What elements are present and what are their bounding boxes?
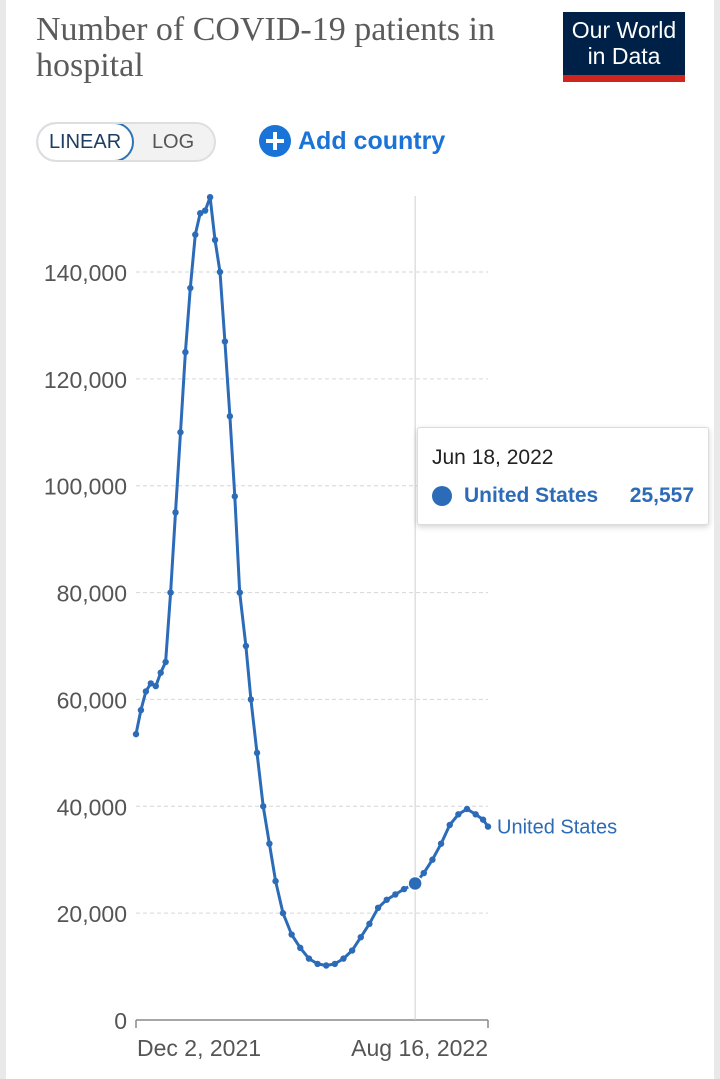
- data-point: [206, 194, 214, 201]
- y-tick-label: 20,000: [57, 901, 127, 927]
- tooltip-series-dot: [432, 486, 452, 506]
- data-point: [197, 210, 204, 217]
- tooltip-series-name: United States: [464, 484, 599, 507]
- data-point: [429, 856, 436, 863]
- data-point: [216, 268, 224, 276]
- data-point: [157, 669, 164, 676]
- series-end-label: United States: [497, 817, 617, 839]
- frame-left-border: [0, 0, 6, 1079]
- logo-line-1: Our World: [571, 17, 677, 43]
- series-line-united-states: [134, 195, 490, 967]
- data-point: [472, 811, 479, 818]
- add-country-label: Add country: [298, 126, 446, 155]
- linear-scale-button[interactable]: LINEAR: [38, 124, 135, 160]
- data-point: [348, 947, 356, 954]
- data-point: [400, 885, 408, 893]
- add-country-button[interactable]: Add country: [259, 122, 445, 160]
- x-tick-label: Dec 2, 2021: [137, 1035, 261, 1061]
- data-point: [266, 840, 273, 847]
- data-point: [392, 891, 399, 898]
- data-point: [260, 803, 267, 810]
- plus-circle-icon: [259, 125, 291, 157]
- data-point: [314, 960, 321, 968]
- data-point: [167, 589, 174, 596]
- data-point: [340, 955, 347, 962]
- tooltip-date: Jun 18, 2022: [432, 446, 554, 469]
- scale-toggle: LINEAR LOG: [36, 122, 216, 162]
- log-scale-button[interactable]: LOG: [151, 130, 195, 153]
- data-point: [152, 682, 159, 690]
- y-tick-label: 100,000: [44, 474, 127, 500]
- data-point: [455, 811, 462, 818]
- data-point: [484, 823, 492, 830]
- data-point: [192, 231, 199, 238]
- chart-title: Number of COVID-19 patients in hospital: [36, 11, 495, 84]
- data-point: [142, 688, 150, 695]
- data-point: [253, 749, 261, 757]
- y-tick-label: 60,000: [57, 687, 127, 713]
- data-point: [172, 509, 179, 516]
- data-point: [177, 429, 184, 436]
- data-point: [420, 869, 427, 877]
- data-point: [187, 284, 194, 292]
- frame-right-border: [714, 0, 720, 1079]
- tooltip: Jun 18, 2022 United States 25,557: [417, 427, 709, 525]
- data-point: [323, 962, 330, 969]
- y-tick-label: 0: [114, 1008, 127, 1034]
- tooltip-value: 25,557: [629, 484, 694, 507]
- data-point: [272, 877, 279, 885]
- data-point: [357, 933, 364, 941]
- data-point: [331, 960, 339, 968]
- data-point: [221, 338, 229, 345]
- data-point: [288, 931, 295, 938]
- y-tick-label: 140,000: [44, 260, 127, 286]
- data-point: [231, 493, 239, 500]
- data-point: [305, 955, 313, 962]
- data-point: [162, 658, 169, 666]
- data-point: [383, 896, 390, 903]
- data-point: [374, 904, 382, 911]
- data-point: [479, 816, 487, 823]
- data-point: [247, 696, 255, 703]
- data-point: [236, 589, 243, 596]
- highlight-point: [407, 875, 423, 892]
- logo-line-2: in Data: [587, 43, 661, 69]
- data-point: [201, 207, 209, 214]
- x-tick-label: Aug 16, 2022: [351, 1035, 488, 1061]
- tooltip-row: United States 25,557: [432, 484, 694, 508]
- data-point: [279, 909, 287, 917]
- data-point: [132, 730, 140, 738]
- owid-logo[interactable]: Our World in Data: [563, 12, 685, 82]
- data-point: [182, 348, 189, 356]
- data-point: [297, 944, 304, 952]
- y-tick-label: 40,000: [57, 794, 127, 820]
- y-tick-label: 120,000: [44, 367, 127, 393]
- y-tick-label: 80,000: [57, 581, 127, 607]
- data-point: [147, 680, 155, 687]
- data-point: [446, 821, 453, 829]
- data-point: [137, 706, 145, 714]
- data-point: [463, 805, 471, 813]
- data-point: [226, 413, 234, 420]
- data-point: [366, 920, 373, 928]
- data-point: [211, 236, 219, 244]
- data-point: [242, 642, 250, 650]
- data-point: [437, 840, 445, 847]
